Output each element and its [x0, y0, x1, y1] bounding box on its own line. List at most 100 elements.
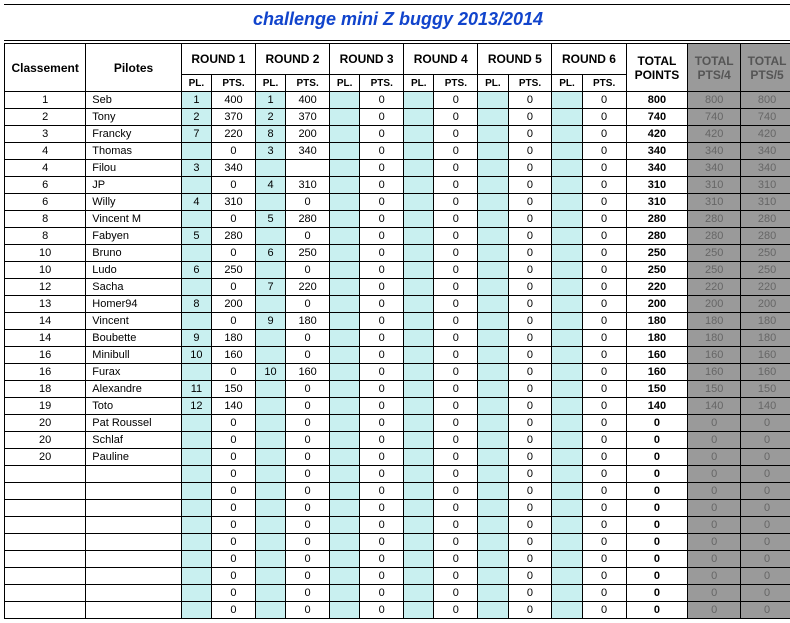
- cell-pts: 0: [360, 228, 404, 245]
- cell-pilot: Sacha: [86, 279, 181, 296]
- cell-total: 0: [626, 500, 688, 517]
- cell-pts: 0: [508, 211, 552, 228]
- table-row: 000000000: [5, 551, 790, 568]
- cell-total4: 800: [688, 92, 741, 109]
- cell-total5: 250: [741, 262, 790, 279]
- cell-pl: [552, 449, 582, 466]
- cell-pts: 0: [360, 143, 404, 160]
- cell-pl: [404, 177, 434, 194]
- cell-pts: 200: [212, 296, 256, 313]
- cell-pl: [404, 245, 434, 262]
- cell-rank: 6: [5, 177, 86, 194]
- cell-pl: [552, 534, 582, 551]
- cell-total5: 310: [741, 194, 790, 211]
- cell-pts: 0: [360, 109, 404, 126]
- cell-pl: [404, 211, 434, 228]
- hdr-classement: Classement: [5, 44, 86, 92]
- cell-pts: 0: [434, 296, 478, 313]
- cell-pl: [181, 466, 211, 483]
- cell-pts: 0: [434, 194, 478, 211]
- cell-pts: 0: [434, 279, 478, 296]
- cell-pl: [255, 347, 285, 364]
- cell-total4: 150: [688, 381, 741, 398]
- cell-pl: [404, 126, 434, 143]
- cell-total5: 0: [741, 483, 790, 500]
- cell-pl: [478, 245, 508, 262]
- cell-pl: [255, 602, 285, 619]
- cell-pts: 0: [434, 517, 478, 534]
- cell-pl: 4: [255, 177, 285, 194]
- cell-rank: 6: [5, 194, 86, 211]
- cell-pl: [478, 568, 508, 585]
- cell-total5: 340: [741, 160, 790, 177]
- cell-total4: 160: [688, 347, 741, 364]
- cell-pts: 340: [286, 143, 330, 160]
- cell-total4: 250: [688, 262, 741, 279]
- hdr-round1: ROUND 1: [181, 44, 255, 75]
- cell-pilot: Tony: [86, 109, 181, 126]
- cell-pts: 0: [286, 228, 330, 245]
- cell-total: 340: [626, 143, 688, 160]
- cell-pilot: Toto: [86, 398, 181, 415]
- cell-pts: 0: [212, 432, 256, 449]
- cell-pl: 11: [181, 381, 211, 398]
- cell-pts: 0: [508, 228, 552, 245]
- cell-rank: 16: [5, 364, 86, 381]
- cell-pts: 0: [508, 347, 552, 364]
- cell-pilot: [86, 483, 181, 500]
- cell-pl: [478, 449, 508, 466]
- hdr-round5: ROUND 5: [478, 44, 552, 75]
- cell-pl: [478, 398, 508, 415]
- cell-pl: [404, 483, 434, 500]
- cell-pl: [404, 109, 434, 126]
- cell-pts: 0: [286, 483, 330, 500]
- cell-pts: 400: [286, 92, 330, 109]
- cell-rank: [5, 466, 86, 483]
- cell-pts: 0: [582, 211, 626, 228]
- cell-rank: 10: [5, 245, 86, 262]
- cell-pts: 0: [286, 602, 330, 619]
- cell-total: 0: [626, 602, 688, 619]
- hdr-pl: PL.: [478, 75, 508, 92]
- cell-pl: [478, 381, 508, 398]
- cell-pts: 220: [212, 126, 256, 143]
- cell-pts: 0: [582, 551, 626, 568]
- cell-pts: 0: [508, 279, 552, 296]
- cell-pts: 0: [360, 551, 404, 568]
- cell-pl: [404, 313, 434, 330]
- cell-pts: 0: [434, 432, 478, 449]
- cell-total4: 200: [688, 296, 741, 313]
- cell-total: 0: [626, 466, 688, 483]
- cell-pl: [552, 551, 582, 568]
- cell-pts: 0: [508, 585, 552, 602]
- cell-pts: 0: [286, 534, 330, 551]
- table-row: 10Bruno062500000250250250: [5, 245, 790, 262]
- cell-pts: 0: [434, 177, 478, 194]
- cell-pl: [478, 194, 508, 211]
- cell-pl: [478, 602, 508, 619]
- cell-pl: [330, 177, 360, 194]
- hdr-round6: ROUND 6: [552, 44, 626, 75]
- table-row: 4Filou33400000340340340: [5, 160, 790, 177]
- cell-rank: 1: [5, 92, 86, 109]
- cell-total: 420: [626, 126, 688, 143]
- cell-pl: [552, 160, 582, 177]
- cell-total4: 280: [688, 228, 741, 245]
- cell-pl: [330, 228, 360, 245]
- cell-pl: [478, 228, 508, 245]
- cell-pts: 0: [360, 432, 404, 449]
- cell-pts: 0: [434, 330, 478, 347]
- cell-pts: 0: [582, 296, 626, 313]
- cell-pl: [330, 449, 360, 466]
- cell-total4: 0: [688, 517, 741, 534]
- cell-total: 0: [626, 415, 688, 432]
- cell-rank: 14: [5, 313, 86, 330]
- cell-pts: 0: [286, 449, 330, 466]
- cell-pts: 0: [508, 177, 552, 194]
- cell-pts: 0: [582, 534, 626, 551]
- cell-pts: 0: [212, 211, 256, 228]
- cell-pl: [330, 109, 360, 126]
- cell-pilot: Vincent: [86, 313, 181, 330]
- cell-pl: [330, 585, 360, 602]
- table-row: 12Sacha072200000220220220: [5, 279, 790, 296]
